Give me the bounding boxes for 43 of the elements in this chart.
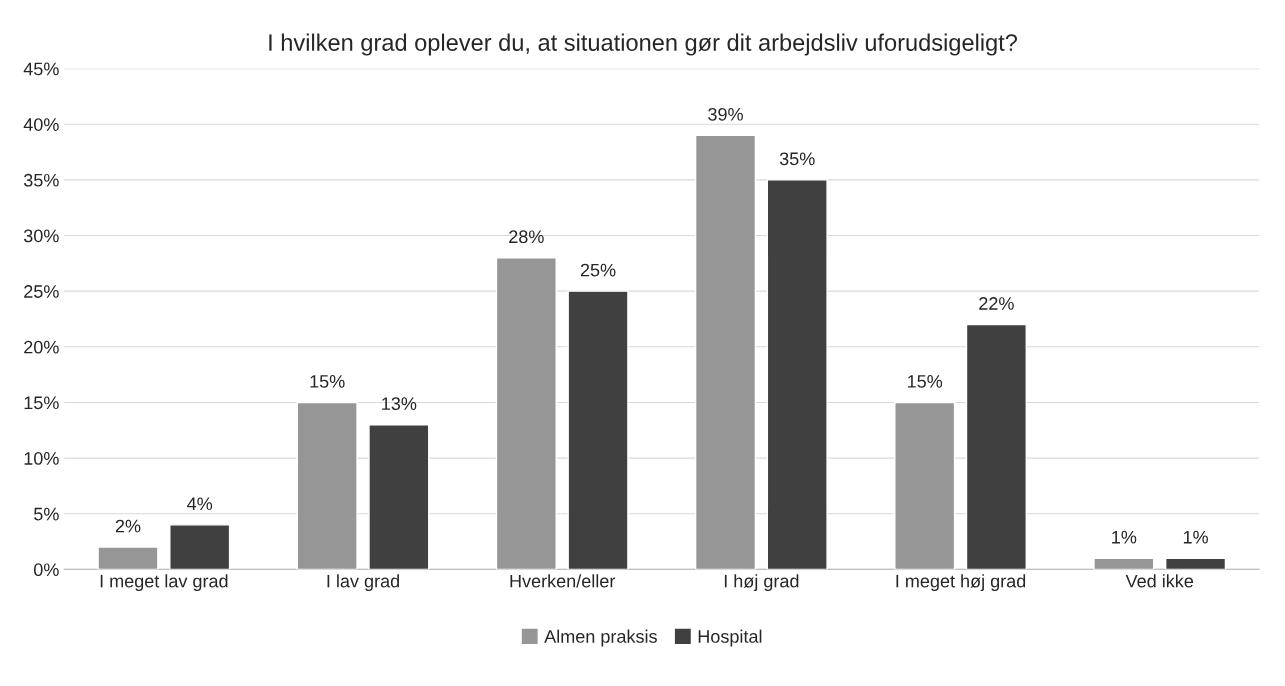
bar — [495, 257, 557, 570]
legend-label: Almen praksis — [544, 629, 657, 647]
data-label: 35% — [779, 152, 815, 166]
y-tick-label: 35% — [23, 173, 59, 187]
x-tick-label: Ved ikke — [1125, 574, 1194, 588]
x-tick-label: I meget høj grad — [896, 574, 1026, 592]
data-label: 1% — [1183, 530, 1208, 544]
data-label: 4% — [187, 497, 213, 511]
legend-label: Hospital — [698, 629, 762, 647]
y-tick-label: 25% — [24, 285, 59, 298]
data-label: 15% — [310, 375, 345, 388]
bar — [1093, 557, 1155, 570]
data-label: 22% — [979, 297, 1014, 310]
bar — [296, 401, 358, 570]
data-label: 39% — [708, 107, 743, 121]
y-tick-label: 40% — [23, 118, 59, 131]
data-label: 15% — [907, 375, 943, 388]
data-label: 28% — [509, 230, 544, 244]
bar — [567, 290, 629, 570]
data-label: 2% — [115, 519, 141, 533]
bar — [766, 179, 828, 570]
y-tick-label: 20% — [24, 340, 59, 354]
y-tick-label: 5% — [34, 507, 59, 521]
y-tick-label: 45% — [23, 62, 59, 76]
y-tick-label: 0% — [34, 563, 59, 577]
bar — [169, 524, 231, 570]
bar — [694, 134, 757, 570]
data-label: 1% — [1112, 530, 1137, 544]
x-tick-label: I lav grad — [327, 574, 399, 592]
data-label: 13% — [382, 397, 417, 411]
bar — [965, 323, 1027, 570]
bar — [97, 546, 159, 570]
y-tick-label: 30% — [23, 229, 59, 243]
y-tick-label: 15% — [24, 396, 59, 410]
chart-title: I hvilken grad oplever du, at situationen gør dit arbejdsliv uforudsigeligt? — [269, 33, 1018, 56]
y-tick-label: 10% — [24, 452, 59, 465]
bar — [894, 401, 956, 570]
bar — [368, 424, 430, 570]
data-label: 25% — [580, 263, 616, 277]
x-tick-label: Hverken/eller — [510, 574, 616, 588]
x-tick-label: I meget lav grad — [100, 574, 228, 592]
bar — [1164, 557, 1227, 570]
x-tick-label: I høj grad — [724, 574, 799, 592]
